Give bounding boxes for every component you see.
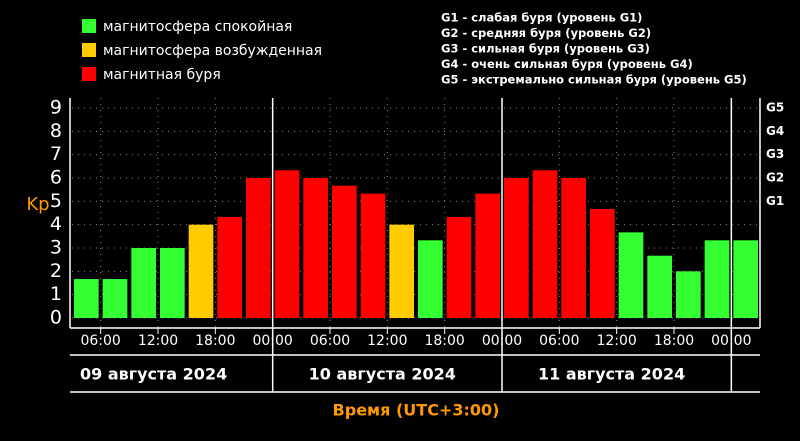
y2-tick-label: G5 [766, 101, 784, 115]
y-tick-label: 5 [50, 190, 62, 212]
x-tick-label: 18:00 [424, 333, 464, 349]
bar [446, 216, 472, 318]
bar [102, 279, 128, 318]
bar [246, 178, 271, 318]
y-axis-label: Kp [26, 194, 49, 215]
storm-level-note: G5 - экстремально сильная буря (уровень … [441, 73, 747, 87]
day-label: 10 августа 2024 [309, 365, 456, 384]
x-tick-label: 18:00 [195, 333, 235, 349]
bar [418, 240, 443, 318]
day-label: 09 августа 2024 [80, 365, 227, 384]
legend-swatch [82, 19, 96, 33]
legend-swatch [82, 43, 96, 57]
bar [504, 178, 529, 318]
y-tick-label: 4 [50, 213, 62, 235]
bar [590, 209, 615, 318]
bar [360, 193, 386, 318]
y-tick-label: 2 [50, 260, 62, 282]
bar [188, 224, 214, 318]
y2-tick-label: G3 [766, 147, 784, 161]
day-label: 11 августа 2024 [538, 365, 685, 384]
legend-label: магнитосфера возбужденная [103, 43, 322, 59]
x-tick-label: 06:00 [80, 333, 120, 349]
y-tick-label: 8 [50, 120, 62, 142]
legend-label: магнитосфера спокойная [103, 19, 292, 35]
bar [647, 255, 672, 318]
y2-tick-label: G2 [766, 171, 784, 185]
bar [532, 170, 558, 318]
x-axis-label: Время (UTC+3:00) [333, 401, 500, 420]
y-tick-label: 3 [50, 237, 62, 259]
bar [131, 248, 156, 318]
x-tick-label: 06:00 [539, 333, 579, 349]
bar [733, 240, 758, 318]
y-tick-label: 7 [50, 143, 62, 165]
x-tick-label: 12:00 [596, 333, 636, 349]
storm-level-note: G1 - слабая буря (уровень G1) [441, 11, 642, 25]
storm-level-note: G4 - очень сильная буря (уровень G4) [441, 57, 693, 71]
x-tick-label: 12:00 [367, 333, 407, 349]
bar [389, 224, 414, 318]
x-tick-label: 06:00 [310, 333, 350, 349]
bar [561, 178, 586, 318]
bar [332, 185, 357, 318]
bar [274, 170, 300, 318]
legend-label: магнитная буря [103, 67, 221, 83]
bar [303, 178, 328, 318]
storm-level-note: G3 - сильная буря (уровень G3) [441, 42, 650, 56]
storm-level-note: G2 - средняя буря (уровень G2) [441, 26, 651, 40]
bar [676, 271, 701, 318]
bar [217, 216, 242, 318]
bar [160, 248, 185, 318]
bar [475, 193, 500, 318]
legend-swatch [82, 67, 96, 81]
bar [74, 279, 99, 318]
bar [618, 232, 644, 318]
y-tick-label: 1 [50, 283, 62, 305]
y2-tick-label: G1 [766, 194, 784, 208]
y2-tick-label: G4 [766, 124, 784, 138]
x-tick-label: 12:00 [138, 333, 178, 349]
y-tick-label: 6 [50, 167, 62, 189]
bar [704, 240, 730, 318]
y-tick-label: 9 [50, 97, 62, 119]
y-tick-label: 0 [50, 307, 62, 329]
x-tick-label: 18:00 [654, 333, 694, 349]
